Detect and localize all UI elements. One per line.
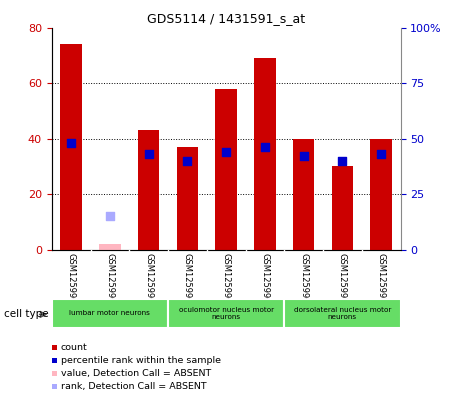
Bar (332, 166, 353, 250)
Text: oculomotor nucleus motor
neurons: oculomotor nucleus motor neurons (179, 307, 274, 320)
Bar (138, 130, 159, 250)
Point (339, 158, 346, 164)
Text: GSM1259966: GSM1259966 (183, 253, 192, 309)
Point (145, 151, 152, 157)
Point (68, 140, 75, 146)
Text: lumbar motor neurons: lumbar motor neurons (69, 310, 150, 316)
Bar (168, 299, 284, 328)
Bar (284, 299, 400, 328)
Bar (370, 139, 392, 250)
Title: GDS5114 / 1431591_s_at: GDS5114 / 1431591_s_at (147, 12, 305, 25)
Text: rank, Detection Call = ABSENT: rank, Detection Call = ABSENT (61, 382, 207, 391)
Text: GSM1259971: GSM1259971 (377, 253, 386, 309)
Text: GSM1259965: GSM1259965 (144, 253, 153, 309)
Bar (177, 147, 198, 250)
Bar (293, 139, 314, 250)
Point (184, 158, 191, 164)
Text: value, Detection Call = ABSENT: value, Detection Call = ABSENT (61, 369, 211, 378)
Text: cell type: cell type (4, 309, 49, 320)
Text: GSM1259963: GSM1259963 (67, 253, 76, 309)
Text: GSM1259970: GSM1259970 (338, 253, 347, 309)
Text: GSM1259964: GSM1259964 (105, 253, 114, 309)
Text: percentile rank within the sample: percentile rank within the sample (61, 356, 221, 365)
Point (261, 144, 269, 151)
Bar (254, 58, 275, 250)
Bar (99, 244, 121, 250)
Text: dorsolateral nucleus motor
neurons: dorsolateral nucleus motor neurons (294, 307, 391, 320)
Text: GSM1259967: GSM1259967 (221, 253, 230, 309)
Bar (216, 88, 237, 250)
Bar (52, 299, 168, 328)
Text: GSM1259968: GSM1259968 (261, 253, 270, 309)
Text: count: count (61, 343, 87, 352)
Point (300, 153, 307, 160)
Point (378, 151, 385, 157)
Point (106, 213, 113, 219)
Text: GSM1259969: GSM1259969 (299, 253, 308, 309)
Point (222, 149, 230, 155)
Bar (60, 44, 82, 250)
